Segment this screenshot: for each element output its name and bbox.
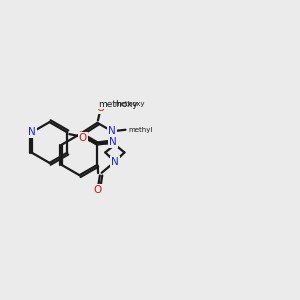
Text: N: N (111, 157, 119, 167)
Text: N: N (28, 127, 36, 137)
Text: N: N (108, 126, 116, 136)
Text: methoxy: methoxy (98, 100, 138, 109)
Text: O: O (96, 103, 104, 113)
Text: N: N (109, 137, 117, 148)
Text: methoxy: methoxy (114, 101, 145, 107)
Text: O: O (94, 185, 102, 195)
Text: O: O (79, 133, 87, 143)
Text: methyl: methyl (128, 127, 153, 133)
